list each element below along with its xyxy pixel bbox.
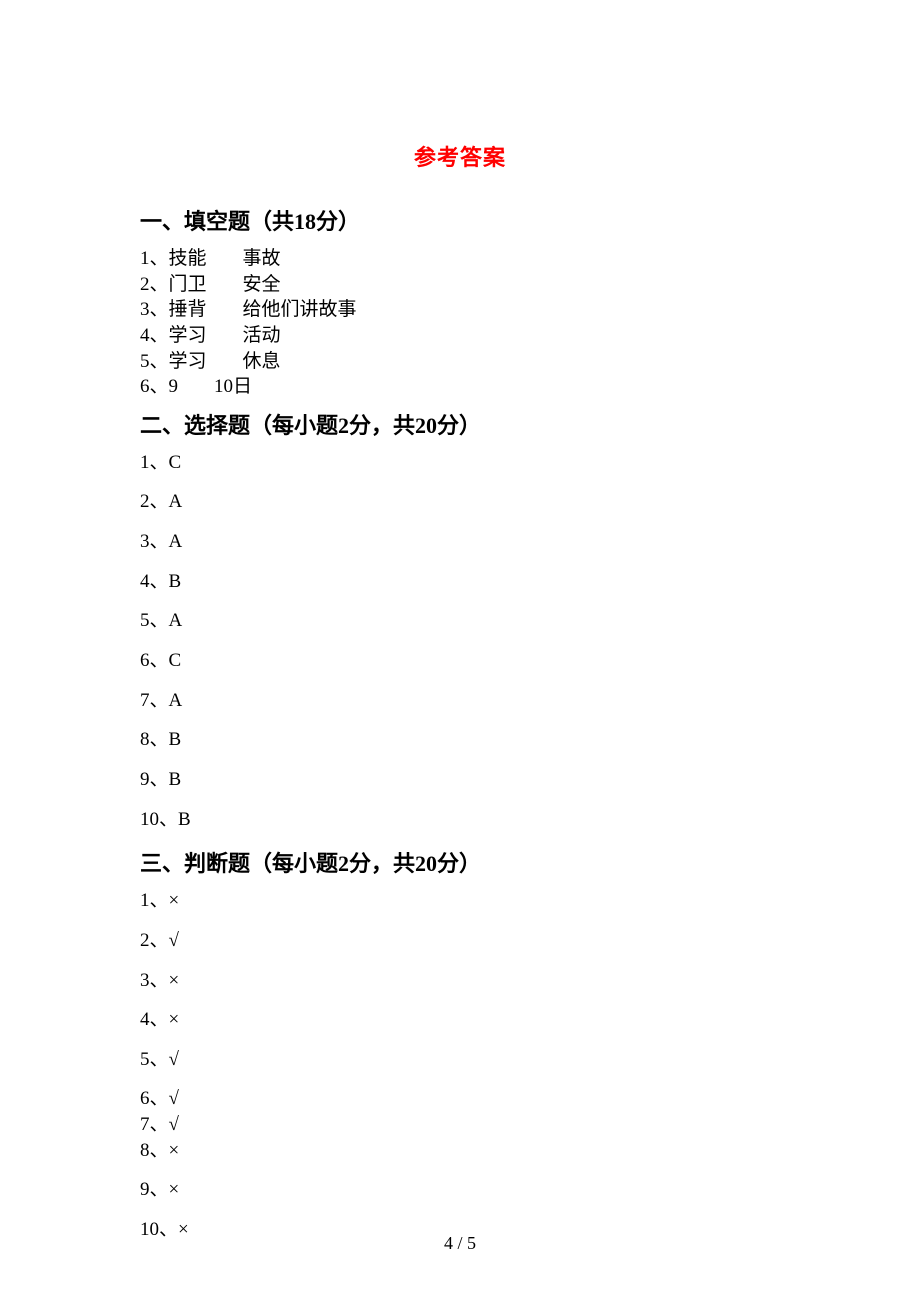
choice-item: 3、A: [140, 529, 780, 555]
fill-item: 6、910日: [140, 374, 780, 400]
choice-item: 7、A: [140, 688, 780, 714]
judge-item: 3、×: [140, 968, 780, 994]
choice-item: 6、C: [140, 648, 780, 674]
fill-answers: 1、技能事故2、门卫安全3、捶背给他们讲故事4、学习活动5、学习休息6、910日: [140, 246, 780, 400]
judge-item: 9、×: [140, 1177, 780, 1203]
section-header-judge: 三、判断题（每小题2分，共20分）: [140, 846, 780, 878]
choice-answers: 1、C 2、A 3、A 4、B 5、A 6、C 7、A 8、B 9、B 10、B: [140, 450, 780, 832]
judge-item: 4、×: [140, 1007, 780, 1033]
page-footer: 4 / 5: [0, 1233, 920, 1254]
choice-item: 10、B: [140, 807, 780, 833]
fill-item: 2、门卫安全: [140, 272, 780, 298]
page-content: 参考答案 一、填空题（共18分） 1、技能事故2、门卫安全3、捶背给他们讲故事4…: [0, 0, 920, 1243]
fill-item: 1、技能事故: [140, 246, 780, 272]
fill-item: 4、学习活动: [140, 323, 780, 349]
section-header-choice: 二、选择题（每小题2分，共20分）: [140, 408, 780, 440]
judge-item: 5、√: [140, 1047, 780, 1073]
judge-item: 7、√: [140, 1112, 780, 1138]
judge-item: 1、×: [140, 888, 780, 914]
fill-item: 3、捶背给他们讲故事: [140, 297, 780, 323]
choice-item: 2、A: [140, 489, 780, 515]
choice-item: 8、B: [140, 727, 780, 753]
judge-item: 2、√: [140, 928, 780, 954]
judge-item: 8、×: [140, 1138, 780, 1164]
choice-item: 5、A: [140, 608, 780, 634]
choice-item: 4、B: [140, 569, 780, 595]
page-title: 参考答案: [140, 140, 780, 172]
choice-item: 1、C: [140, 450, 780, 476]
judge-item: 6、√: [140, 1086, 780, 1112]
section-header-fill: 一、填空题（共18分）: [140, 204, 780, 236]
judge-answers: 1、×2、√3、×4、×5、√6、√7、√8、×9、×10、×: [140, 888, 780, 1242]
choice-item: 9、B: [140, 767, 780, 793]
fill-item: 5、学习休息: [140, 349, 780, 375]
